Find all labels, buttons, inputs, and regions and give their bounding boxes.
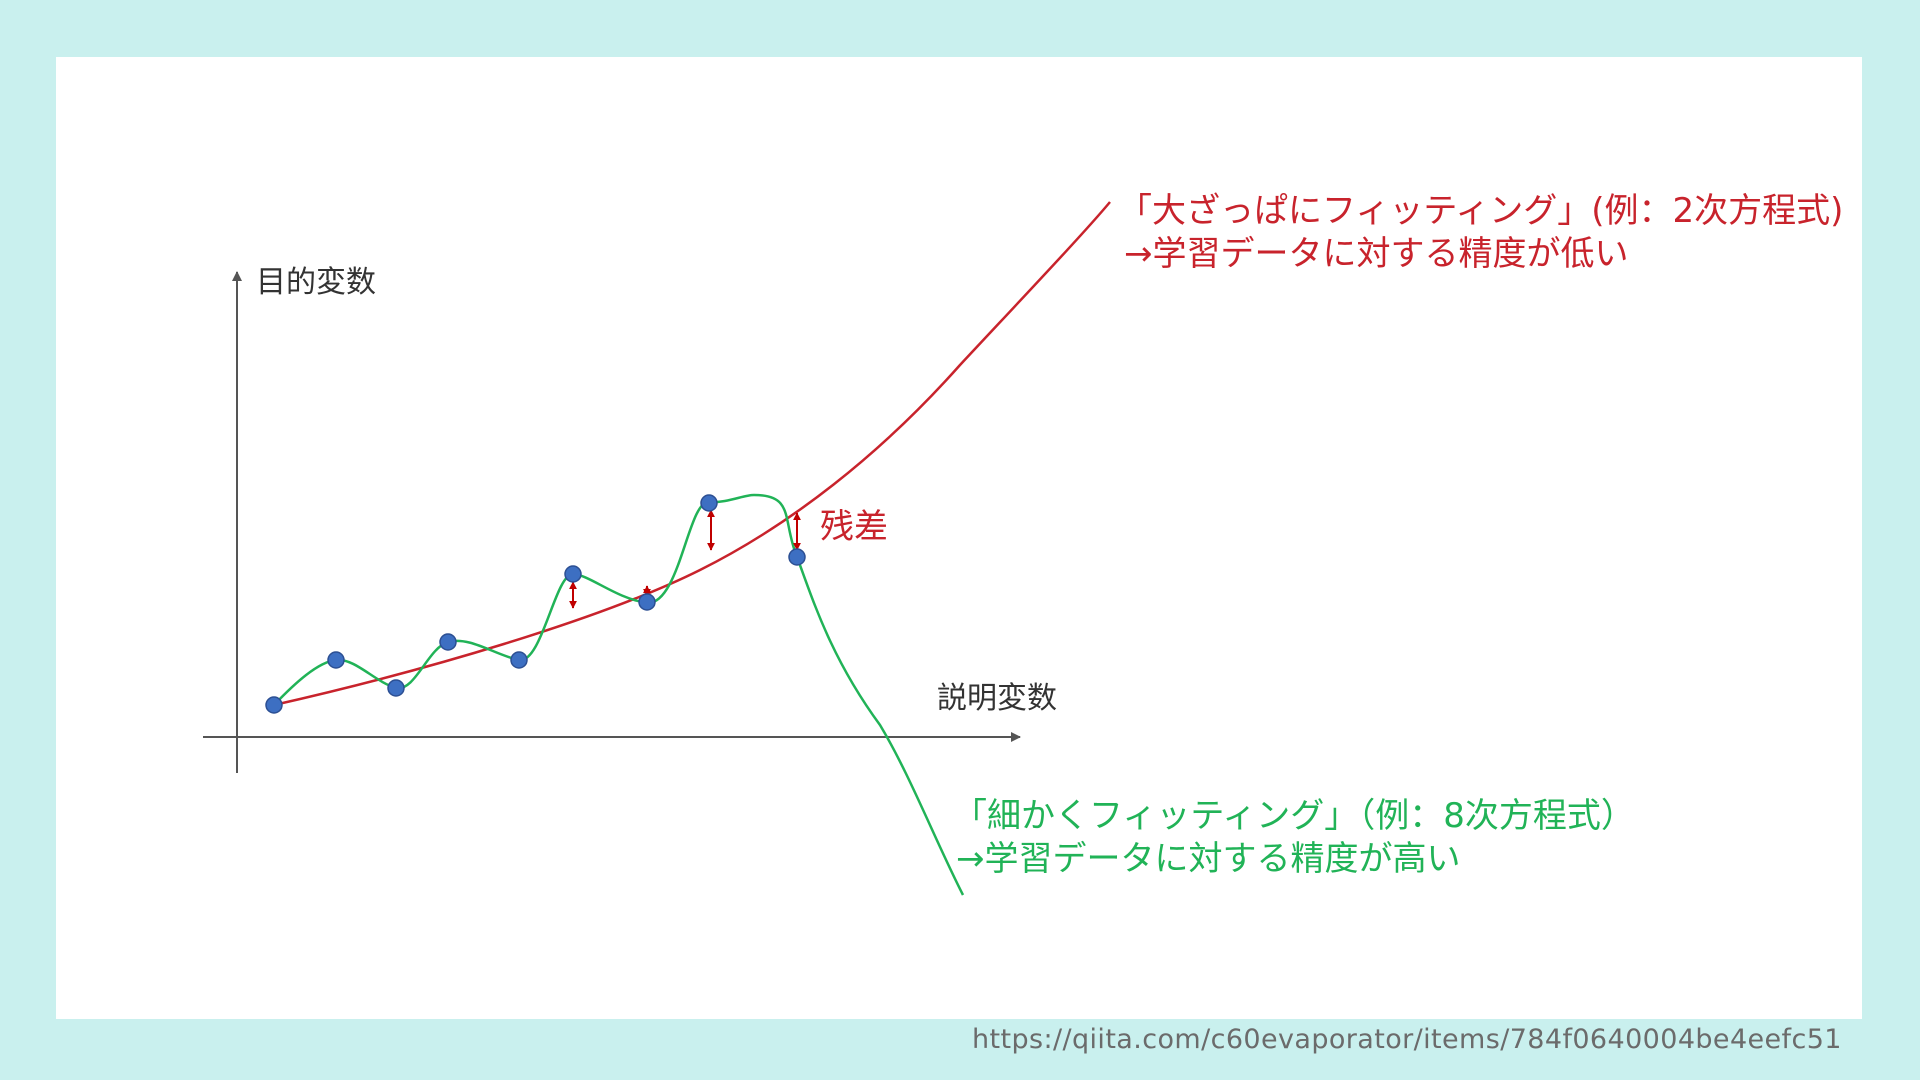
coarse-fit-result: →学習データに対する精度が低い [1124, 234, 1629, 274]
data-point [564, 565, 582, 583]
data-point [327, 651, 345, 669]
data-point [700, 494, 718, 512]
residual-label: 残差 [820, 507, 888, 547]
source-url: https://qiita.com/c60evaporator/items/78… [972, 1024, 1842, 1055]
fine-fit-caption: 「細かくフィッティング」（例：8次方程式） [953, 796, 1635, 836]
coarse-fit-caption: 「大ざっぱにフィッティング」(例：2次方程式) [1118, 191, 1843, 231]
data-point [265, 696, 283, 714]
data-point [638, 593, 656, 611]
data-point [387, 679, 405, 697]
fine-fit-curve [273, 493, 965, 896]
data-point [439, 633, 457, 651]
data-point [788, 548, 806, 566]
slide-panel [56, 57, 1862, 1019]
y-axis-label: 目的変数 [256, 265, 376, 300]
x-axis-label: 説明変数 [937, 681, 1057, 716]
coarse-fit-curve [273, 201, 1111, 707]
fine-fit-result: →学習データに対する精度が高い [956, 839, 1461, 879]
data-point [510, 651, 528, 669]
